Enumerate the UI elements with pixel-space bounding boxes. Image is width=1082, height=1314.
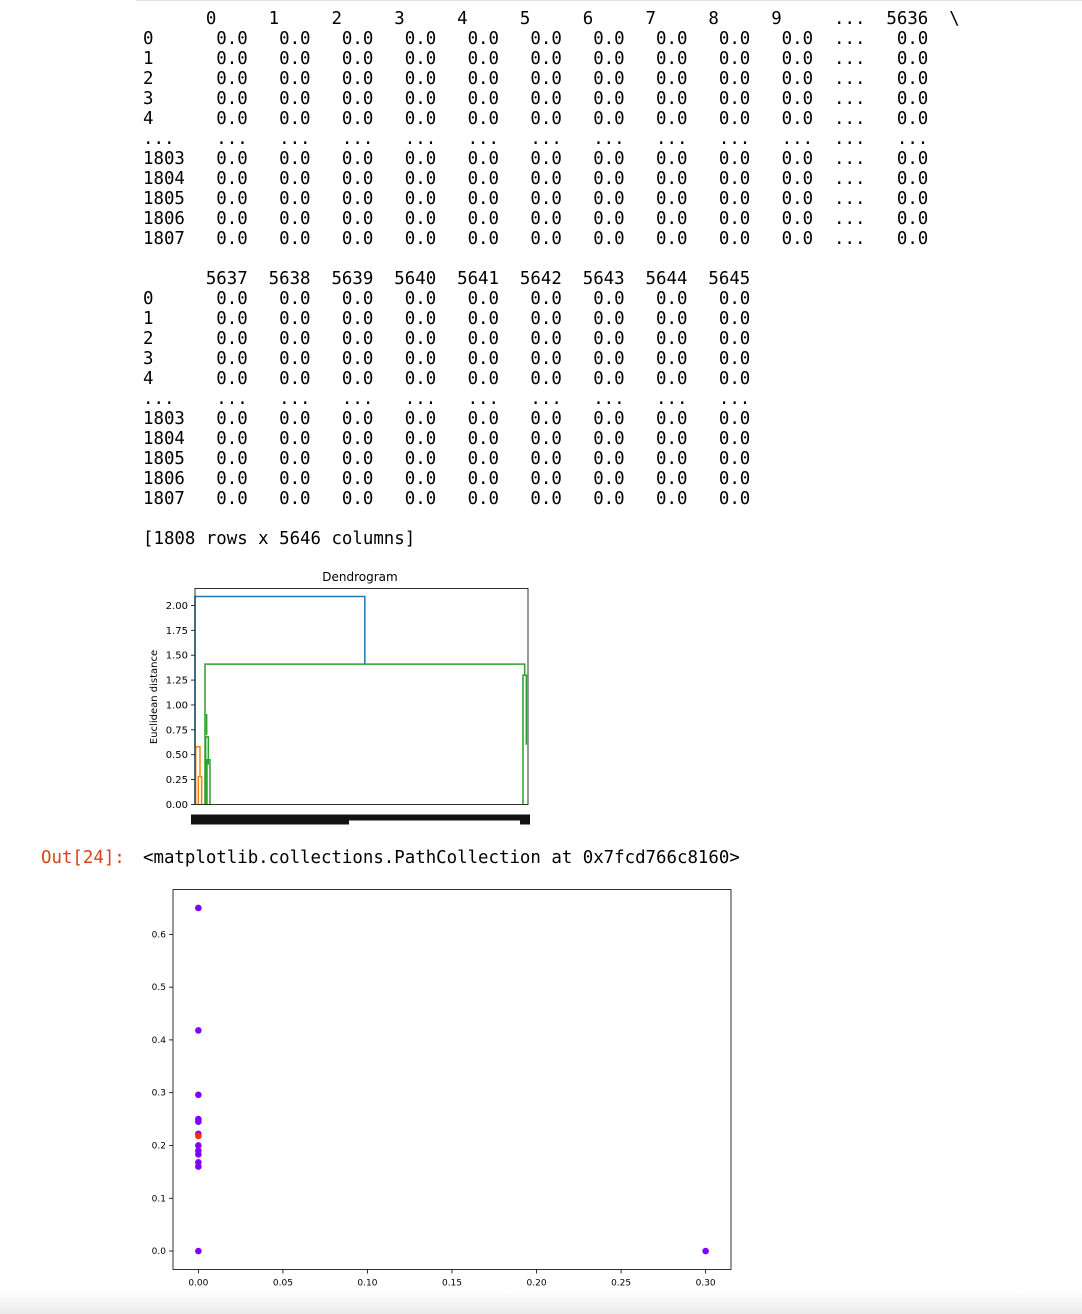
scatter-point (195, 1151, 202, 1158)
dendrogram-link (194, 595, 366, 805)
chart-title: Dendrogram (322, 570, 397, 584)
x-tick-label: 0.15 (442, 1279, 462, 1289)
x-tick-label: 0.30 (696, 1279, 716, 1289)
leaf-label-band (520, 814, 530, 825)
scatter-point (195, 1163, 202, 1170)
y-tick-label: 0.25 (166, 775, 188, 786)
x-tick-label: 0.00 (188, 1279, 208, 1289)
scroll-fade (0, 1290, 1082, 1314)
y-tick-label: 0.1 (152, 1194, 166, 1204)
x-tick-label: 0.10 (357, 1279, 377, 1289)
y-tick-label: 0.2 (152, 1141, 166, 1151)
scatter-point (195, 1027, 202, 1034)
y-tick-label: 0.4 (152, 1036, 167, 1046)
dendrogram-link (194, 746, 201, 805)
scatter-point (195, 1247, 202, 1255)
y-tick-label: 0.50 (166, 750, 188, 761)
scatter-point (195, 904, 202, 912)
output-repr: <matplotlib.collections.PathCollection a… (143, 848, 740, 868)
dendrogram-chart: Dendrogram Euclidean distance 0.00 0.25 0.… (149, 570, 530, 825)
cell-separator (136, 0, 1082, 1)
dataframe-output-block-1: 0 1 2 3 4 5 6 7 8 9 ... 5636 \ 0 0.0 0.0… (143, 9, 960, 249)
y-tick-label: 0.0 (152, 1247, 167, 1257)
dataframe-shape-text: [1808 rows x 5646 columns] (143, 529, 416, 549)
scatter-point (195, 1118, 202, 1126)
y-tick-label: 1.75 (166, 626, 188, 637)
leaf-labels (191, 814, 530, 825)
plot-frame (194, 588, 529, 805)
scatter-point (195, 1142, 202, 1149)
y-tick-label: 0.75 (166, 725, 188, 736)
y-tick-label: 1.00 (166, 700, 188, 711)
y-tick-label: 0.6 (152, 930, 167, 940)
x-tick-label: 0.05 (273, 1279, 293, 1289)
dataframe-output-block-2: 5637 5638 5639 5640 5641 5642 5643 5644 … (143, 269, 751, 509)
dendrogram-link (197, 775, 203, 805)
leaf-label-band (349, 814, 529, 821)
leaf-label-band (191, 814, 349, 825)
y-tick-label: 0.00 (166, 800, 188, 811)
y-tick-label: 1.25 (166, 676, 188, 687)
scatter-chart: 0.00 0.05 0.10 0.15 0.20 0.25 0.30 0.0 0.1 0.2 0.3… (152, 889, 732, 1289)
scatter-point (195, 1132, 202, 1140)
y-tick-label: 1.50 (166, 651, 188, 662)
dendrogram-link (522, 674, 528, 805)
dendrogram-link (206, 758, 211, 805)
y-tick-label: 0.5 (152, 983, 166, 993)
dendrogram-link (204, 736, 210, 805)
plot-frame (172, 889, 732, 1270)
x-tick-label: 0.20 (527, 1279, 547, 1289)
y-tick-label: 2.00 (166, 601, 188, 612)
y-tick-label: 0.3 (152, 1089, 166, 1099)
dendrogram-link (204, 663, 526, 715)
scatter-point (195, 1091, 202, 1099)
output-prompt: Out[24]: (41, 848, 125, 868)
scatter-point (702, 1247, 709, 1255)
y-axis-label: Euclidean distance (149, 650, 160, 744)
x-tick-label: 0.25 (611, 1279, 631, 1289)
